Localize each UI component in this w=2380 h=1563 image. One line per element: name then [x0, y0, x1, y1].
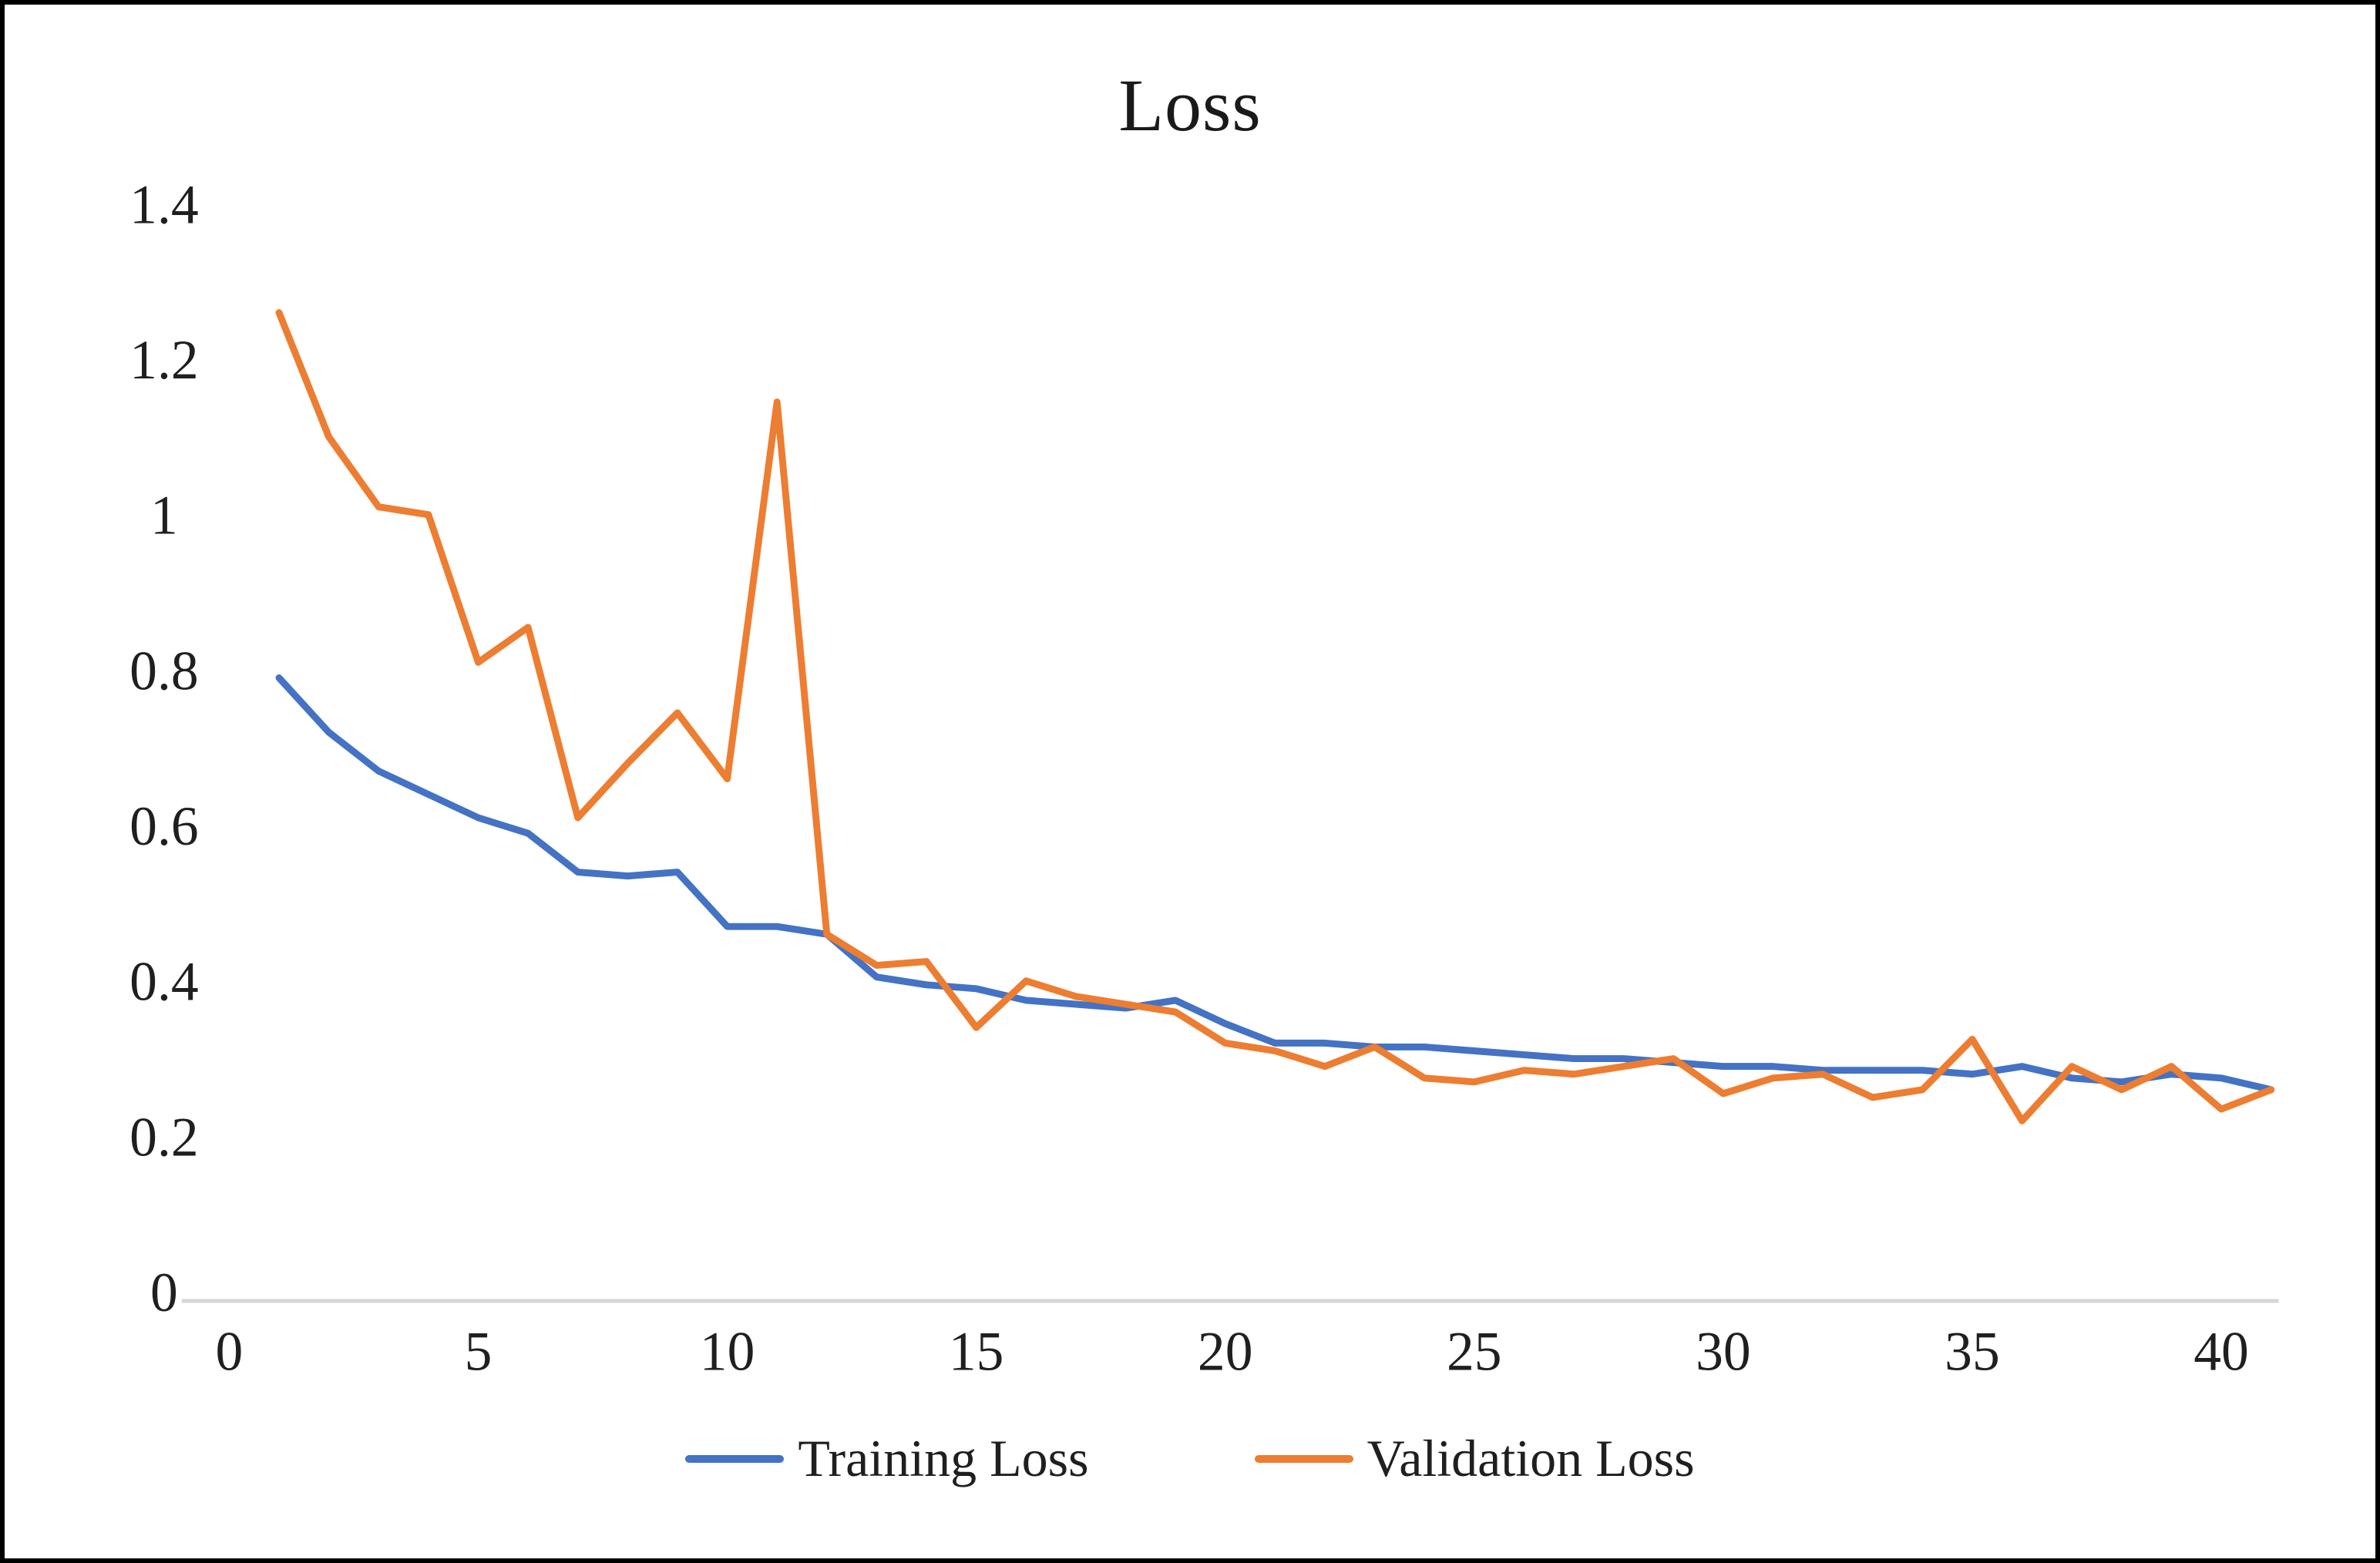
- training-loss-line: [275, 674, 2275, 1094]
- legend-label-validation-loss: Validation Loss: [1366, 1429, 1695, 1487]
- y-tick-label: 0.6: [129, 796, 198, 857]
- validation-loss-line: [275, 309, 2275, 1124]
- y-tick-label: 1.4: [129, 174, 198, 235]
- validation-loss-line-swatch: [1254, 1454, 1353, 1463]
- chart-canvas: 0 0.2 0.4 0.6 0.8 1 1.2 1.4 0 5 10 15 20 25 30 35 40: [129, 174, 2279, 1382]
- x-tick-label: 40: [2193, 1321, 2249, 1382]
- x-tick-label: 25: [1447, 1321, 1502, 1382]
- legend-item-validation-loss: Validation Loss: [1254, 1428, 1695, 1489]
- y-tick-label: 1.2: [129, 330, 198, 391]
- training-loss-line-swatch: [685, 1454, 785, 1463]
- chart-legend: Training Loss Validation Loss: [5, 1428, 2375, 1489]
- x-tick-label: 10: [700, 1321, 755, 1382]
- y-tick-label: 0.2: [129, 1107, 198, 1168]
- x-tick-label: 15: [949, 1321, 1004, 1382]
- legend-item-training-loss: Training Loss: [685, 1428, 1089, 1489]
- y-tick-label: 1: [150, 486, 178, 546]
- x-tick-label: 35: [1945, 1321, 2000, 1382]
- x-tick-label: 30: [1696, 1321, 1751, 1382]
- x-tick-label: 5: [465, 1321, 492, 1382]
- chart-title: Loss: [1118, 64, 1262, 146]
- x-tick-label: 0: [216, 1321, 244, 1382]
- legend-label-training-loss: Training Loss: [798, 1429, 1089, 1487]
- y-tick-label: 0.4: [129, 952, 198, 1013]
- y-tick-label: 0: [150, 1262, 178, 1323]
- y-tick-label: 0.8: [129, 640, 198, 701]
- x-tick-label: 20: [1198, 1321, 1253, 1382]
